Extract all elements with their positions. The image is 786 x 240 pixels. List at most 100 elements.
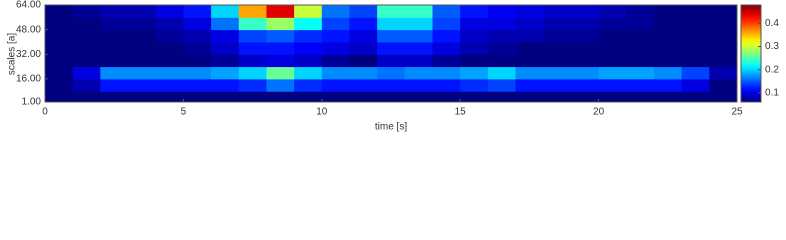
heat-cell — [653, 5, 683, 18]
colorbar-tick-label: 0.4 — [765, 18, 779, 29]
heat-cell — [598, 54, 627, 68]
heat-cell — [72, 54, 101, 68]
heat-cell — [45, 29, 74, 43]
heat-cell — [681, 29, 710, 43]
heat-cell — [45, 54, 74, 68]
heat-cell — [349, 41, 378, 55]
heat-cell — [709, 17, 738, 31]
heat-cell — [709, 29, 738, 43]
heat-cell — [266, 54, 295, 68]
heat-cell — [349, 29, 378, 43]
heat-cell — [100, 78, 129, 92]
heat-cell — [432, 66, 461, 80]
heat-cell — [404, 17, 434, 31]
heat-cell — [100, 17, 129, 31]
heat-cell — [321, 17, 350, 31]
heat-cell — [155, 91, 184, 103]
heat-cell — [183, 54, 212, 68]
x-tick-label: 5 — [181, 107, 187, 118]
heat-cell — [211, 29, 240, 43]
heat-cell — [515, 78, 544, 92]
colorbar-tick-label: 0.2 — [765, 64, 779, 75]
y-tick-label: 16.00 — [16, 74, 41, 85]
colorbar-tick-label: 0.3 — [765, 41, 779, 52]
heat-cell — [570, 29, 600, 43]
heat-cell — [349, 5, 378, 18]
heat-cell — [570, 17, 600, 31]
heat-cell — [294, 17, 323, 31]
colorbar — [740, 4, 762, 103]
heat-cell — [432, 5, 461, 18]
heat-cell — [211, 17, 240, 31]
heat-cell — [487, 17, 517, 31]
heat-cell — [653, 29, 683, 43]
chart: scales [a] time [s] 0 5 10 15 20 25 1.00 16.00 3… — [7, 0, 780, 133]
y-tick-label: 64.00 — [16, 0, 41, 11]
heat-cell — [321, 29, 350, 43]
heat-cell — [460, 41, 489, 55]
heat-cell — [653, 78, 683, 92]
heat-cell — [487, 66, 517, 80]
heat-cell — [294, 41, 323, 55]
heat-cell — [681, 5, 710, 18]
heat-cell — [598, 41, 627, 55]
heat-cell — [515, 29, 544, 43]
heat-cell — [72, 5, 101, 18]
heat-cell — [183, 17, 212, 31]
heat-cell — [349, 91, 378, 103]
heat-cell — [45, 78, 74, 92]
heat-cell — [377, 66, 406, 80]
heat-cell — [155, 29, 184, 43]
heat-cell — [321, 5, 350, 18]
heat-cell — [155, 41, 184, 55]
heat-cell — [543, 78, 572, 92]
heat-cell — [432, 17, 461, 31]
heat-cell — [321, 66, 350, 80]
heat-cell — [211, 41, 240, 55]
heat-cell — [460, 29, 489, 43]
heat-cell — [100, 41, 129, 55]
heat-cell — [183, 78, 212, 92]
heat-cell — [128, 17, 157, 31]
heat-cell — [709, 91, 738, 103]
heat-cell — [294, 54, 323, 68]
heat-cell — [487, 29, 517, 43]
heat-cell — [100, 54, 129, 68]
heat-cell — [626, 54, 655, 68]
heat-cell — [515, 5, 544, 18]
heat-cell — [460, 66, 489, 80]
heat-cell — [460, 78, 489, 92]
heat-cell — [266, 5, 295, 18]
heat-cell — [377, 17, 406, 31]
heat-cell — [155, 78, 184, 92]
heat-cell — [626, 29, 655, 43]
heat-cell — [100, 5, 129, 18]
heat-cell — [404, 41, 434, 55]
heat-cell — [377, 41, 406, 55]
heat-cell — [100, 91, 129, 103]
heat-cell — [349, 54, 378, 68]
heat-cell — [45, 91, 74, 103]
heat-cell — [155, 54, 184, 68]
heat-cell — [294, 29, 323, 43]
heat-cell — [598, 5, 627, 18]
heat-cell — [681, 41, 710, 55]
heat-cell — [543, 41, 572, 55]
heat-cell — [211, 78, 240, 92]
heat-cell — [294, 66, 323, 80]
heat-cell — [45, 17, 74, 31]
heat-cell — [128, 91, 157, 103]
heat-cell — [570, 5, 600, 18]
heat-cell — [45, 5, 74, 18]
heat-cell — [183, 5, 212, 18]
heat-cell — [626, 91, 655, 103]
heat-cell — [404, 54, 434, 68]
heat-cell — [487, 91, 517, 103]
heat-cell — [321, 41, 350, 55]
heat-cell — [681, 91, 710, 103]
heat-cell — [404, 5, 434, 18]
heat-cell — [653, 66, 683, 80]
heat-cell — [155, 66, 184, 80]
x-tick-label: 20 — [593, 107, 605, 118]
heat-cell — [266, 41, 295, 55]
